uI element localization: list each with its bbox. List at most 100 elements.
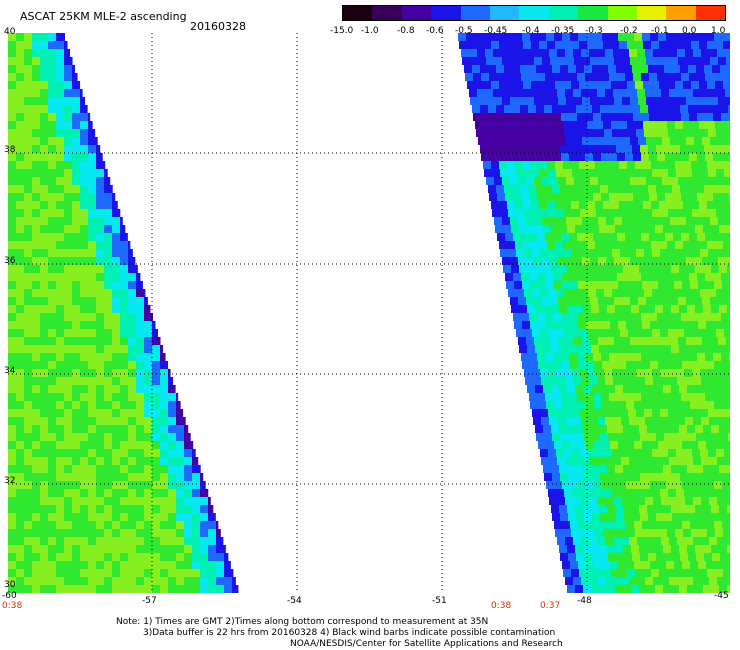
swath-cell bbox=[24, 137, 32, 145]
swath-cell bbox=[510, 257, 518, 265]
swath-cell bbox=[582, 137, 590, 145]
swath-cell bbox=[64, 281, 72, 289]
swath-cell bbox=[680, 145, 688, 153]
swath-cell bbox=[677, 49, 685, 57]
swath-cell bbox=[657, 193, 665, 201]
swath-cell bbox=[676, 169, 684, 177]
swath-cell bbox=[650, 33, 658, 41]
swath-cell bbox=[559, 225, 567, 233]
swath-cell bbox=[587, 121, 595, 129]
swath-cell bbox=[523, 241, 531, 249]
swath-cell bbox=[543, 385, 551, 393]
swath-cell bbox=[596, 249, 604, 257]
swath-cell bbox=[56, 137, 64, 145]
swath-cell bbox=[56, 113, 64, 121]
swath-cell bbox=[566, 217, 574, 225]
swath-cell bbox=[621, 89, 629, 97]
swath-cell bbox=[32, 353, 40, 361]
swath-cell bbox=[477, 89, 485, 97]
swath-cell bbox=[88, 225, 96, 233]
swath-cell bbox=[511, 305, 519, 313]
swath-cell bbox=[702, 217, 710, 225]
swath-cell bbox=[521, 153, 529, 161]
swath-cell bbox=[700, 369, 708, 377]
swath-cell bbox=[569, 233, 577, 241]
swath-cell bbox=[473, 113, 481, 121]
swath-cell bbox=[720, 105, 728, 113]
swath-cell bbox=[659, 81, 667, 89]
swath-cell bbox=[529, 273, 537, 281]
swath-cell bbox=[609, 313, 617, 321]
swath-cell bbox=[660, 249, 668, 257]
swath-cell bbox=[606, 97, 614, 105]
swath-cell bbox=[518, 217, 526, 225]
swath-layer bbox=[8, 33, 730, 593]
swath-cell bbox=[64, 385, 72, 393]
swath-cell bbox=[48, 57, 56, 65]
swath-cell bbox=[698, 521, 706, 529]
swath-cell bbox=[696, 145, 704, 153]
swath-cell bbox=[677, 577, 685, 585]
swath-cell bbox=[136, 401, 144, 409]
swath-cell bbox=[632, 145, 640, 153]
swath-cell bbox=[561, 233, 569, 241]
swath-cell bbox=[627, 41, 635, 49]
swath-cell bbox=[588, 329, 596, 337]
swath-cell bbox=[72, 329, 80, 337]
swath-cell bbox=[548, 329, 556, 337]
swath-cell bbox=[88, 537, 96, 545]
swath-cell bbox=[557, 417, 565, 425]
swath-cell bbox=[168, 401, 176, 409]
swath-cell bbox=[48, 545, 56, 553]
swath-cell bbox=[712, 185, 720, 193]
swath-cell bbox=[620, 129, 628, 137]
swath-cell bbox=[64, 513, 72, 521]
swath-cell bbox=[500, 169, 508, 177]
swath-cell bbox=[152, 353, 160, 361]
swath-cell bbox=[96, 257, 104, 265]
swath-cell bbox=[612, 169, 620, 177]
swath-cell bbox=[644, 169, 652, 177]
swath-cell bbox=[24, 233, 32, 241]
swath-cell bbox=[96, 353, 104, 361]
swath-cell bbox=[128, 473, 136, 481]
swath-cell bbox=[200, 465, 201, 473]
swath-cell bbox=[664, 513, 672, 521]
swath-cell bbox=[566, 97, 574, 105]
swath-cell bbox=[597, 89, 605, 97]
swath-cell bbox=[526, 177, 534, 185]
swath-cell bbox=[571, 81, 579, 89]
swath-cell bbox=[630, 97, 638, 105]
swath-cell bbox=[616, 185, 624, 193]
swath-cell bbox=[628, 489, 636, 497]
swath-cell bbox=[721, 233, 729, 241]
swath-cell bbox=[626, 521, 634, 529]
swath-cell bbox=[717, 457, 725, 465]
swath-cell bbox=[552, 65, 560, 73]
swath-cell bbox=[666, 481, 674, 489]
swath-cell bbox=[629, 49, 637, 57]
swath-cell bbox=[532, 129, 540, 137]
swath-cell bbox=[695, 545, 703, 553]
swath-cell bbox=[88, 329, 96, 337]
swath-cell bbox=[515, 41, 523, 49]
swath-cell bbox=[573, 49, 581, 57]
swath-cell bbox=[692, 329, 700, 337]
swath-cell bbox=[88, 241, 96, 249]
swath-cell bbox=[722, 281, 730, 289]
swath-cell bbox=[128, 353, 136, 361]
swath-cell bbox=[96, 433, 104, 441]
swath-cell bbox=[574, 217, 582, 225]
swath-cell bbox=[535, 305, 543, 313]
swath-cell bbox=[48, 217, 56, 225]
swath-cell bbox=[216, 585, 224, 593]
swath-cell bbox=[702, 177, 710, 185]
swath-cell bbox=[96, 241, 104, 249]
swath-cell bbox=[128, 361, 136, 369]
swath-cell bbox=[547, 241, 555, 249]
swath-cell bbox=[481, 113, 489, 121]
swath-cell bbox=[589, 537, 597, 545]
swath-cell bbox=[604, 409, 612, 417]
swath-cell bbox=[654, 57, 662, 65]
swath-cell bbox=[724, 209, 730, 217]
